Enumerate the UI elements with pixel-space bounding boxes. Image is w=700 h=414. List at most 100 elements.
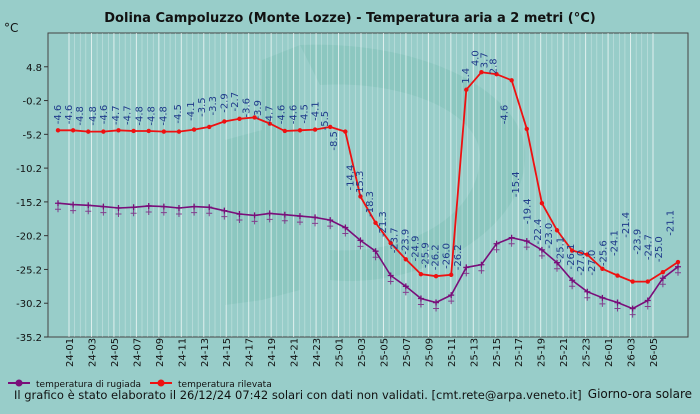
temperature-marker — [343, 129, 348, 134]
dewpoint-marker — [493, 240, 500, 247]
value-label: -23.7 — [390, 227, 401, 253]
temperature-marker — [675, 259, 681, 265]
y-tick-label: -30.2 — [16, 299, 42, 310]
dewpoint-marker-shadow — [115, 210, 122, 217]
y-tick-label: 4.8 — [26, 63, 42, 74]
dewpoint-marker — [629, 305, 636, 312]
value-label: -4.8 — [135, 106, 146, 126]
temperature-marker — [222, 119, 227, 124]
temperature-marker — [569, 248, 575, 253]
value-label: -25.9 — [421, 242, 432, 268]
dewpoint-marker — [357, 237, 364, 244]
dewpoint-marker — [191, 203, 198, 210]
x-tick-label: 24-19 — [267, 338, 278, 367]
value-label: -22.4 — [533, 219, 544, 245]
dewpoint-marker-shadow — [478, 267, 485, 274]
value-label: -21.1 — [665, 210, 676, 236]
dewpoint-marker — [644, 297, 651, 304]
dewpoint-marker-shadow — [599, 300, 606, 307]
temperature-marker — [403, 257, 409, 262]
x-tick-label: 24-21 — [290, 338, 301, 367]
value-label: -26.1 — [566, 244, 577, 270]
dewpoint-marker — [402, 283, 409, 290]
dewpoint-marker-shadow — [675, 269, 681, 276]
temperature-marker — [645, 279, 650, 284]
dewpoint-marker — [251, 212, 258, 219]
y-axis-ticks: 4.8 -0.2 -5.2 -10.2 -15.2 -20.2 -25.2 -30.2 -35.… — [16, 63, 48, 344]
value-label: -4.7 — [111, 105, 122, 125]
dewpoint-marker — [100, 203, 107, 210]
value-label: 3.7 — [479, 52, 490, 68]
x-tick-label: 25-23 — [582, 338, 593, 367]
dewpoint-marker-shadow — [85, 208, 92, 215]
legend: temperatura di rugiada temperatura rilev… — [8, 379, 272, 390]
dewpoint-marker-shadow — [145, 208, 152, 215]
dewpoint-marker-shadow — [70, 207, 77, 214]
dewpoint-marker-shadow — [448, 298, 455, 305]
value-label: -2.7 — [230, 92, 241, 112]
dewpoint-marker — [448, 292, 455, 299]
x-tick-label: 26-03 — [627, 338, 638, 367]
value-label: -4.5 — [300, 104, 311, 124]
dewpoint-marker-shadow — [206, 210, 213, 217]
dewpoint-marker — [478, 261, 485, 268]
x-tick-label: 24-01 — [65, 338, 76, 367]
dewpoint-marker — [85, 202, 92, 209]
value-label: -4.6 — [53, 105, 64, 125]
dewpoint-marker-shadow — [402, 289, 409, 296]
temperature-marker — [554, 228, 560, 233]
legend-marker-dewpoint — [15, 379, 23, 387]
temperature-marker — [55, 128, 61, 133]
dewpoint-marker — [160, 203, 167, 210]
value-label: -24.7 — [643, 234, 654, 260]
value-label: -21.3 — [378, 211, 389, 237]
dewpoint-marker-shadow — [433, 305, 440, 312]
value-label: -25.0 — [654, 236, 665, 262]
value-label: -4.8 — [159, 106, 170, 126]
temperature-marker — [660, 269, 666, 275]
dewpoint-marker-shadow — [372, 254, 379, 261]
dewpoint-marker-shadow — [554, 265, 561, 272]
value-label: -24.1 — [610, 230, 621, 256]
temperature-marker — [252, 115, 257, 120]
dewpoint-marker-shadow — [55, 206, 61, 213]
temperature-marker — [161, 129, 167, 134]
dewpoint-marker — [387, 272, 394, 279]
temperature-marker — [358, 194, 363, 199]
dewpoint-marker — [372, 248, 379, 255]
value-label: -4.6 — [276, 105, 287, 125]
dewpoint-marker — [433, 299, 440, 306]
dewpoint-marker-shadow — [266, 216, 273, 223]
y-tick-label: -15.2 — [16, 198, 42, 209]
y-tick-label: -5.2 — [22, 130, 42, 141]
value-label: -18.3 — [365, 191, 376, 217]
dewpoint-marker — [614, 299, 621, 306]
dewpoint-marker — [538, 246, 545, 253]
temperature-marker — [524, 126, 529, 132]
x-tick-label: 24-11 — [177, 338, 188, 367]
temperature-marker — [630, 279, 635, 284]
temperature-marker — [615, 273, 620, 278]
value-label: -5.5 — [320, 111, 331, 131]
x-axis-label: Giorno-ora solare — [588, 387, 692, 401]
dewpoint-marker — [523, 238, 530, 245]
x-tick-label: 25-13 — [469, 338, 480, 367]
dewpoint-marker-shadow — [160, 209, 167, 216]
x-tick-label: 24-17 — [245, 338, 256, 367]
value-label: -15.4 — [511, 171, 522, 197]
value-label: -26.0 — [441, 243, 452, 269]
dewpoint-marker-shadow — [281, 217, 288, 224]
dewpoint-marker-shadow — [100, 209, 107, 216]
value-label: -4.8 — [75, 106, 86, 126]
value-label: -15.3 — [355, 171, 366, 197]
dewpoint-marker-shadow — [357, 243, 364, 250]
x-tick-label: 25-03 — [357, 338, 368, 367]
x-tick-label: 24-13 — [200, 338, 211, 367]
value-label: 1.4 — [461, 68, 472, 84]
x-tick-label: 24-05 — [110, 338, 121, 367]
y-tick-label: -0.2 — [22, 97, 42, 108]
dewpoint-marker-shadow — [538, 252, 545, 259]
dewpoint-marker-shadow — [130, 210, 137, 217]
value-label: -2.9 — [219, 93, 230, 113]
